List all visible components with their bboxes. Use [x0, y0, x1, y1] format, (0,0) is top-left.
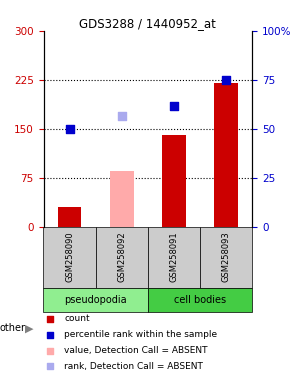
Text: rank, Detection Call = ABSENT: rank, Detection Call = ABSENT: [64, 362, 203, 371]
Bar: [44, 227, 96, 288]
Text: value, Detection Call = ABSENT: value, Detection Call = ABSENT: [64, 346, 208, 355]
Text: other: other: [0, 323, 26, 333]
Text: GSM258093: GSM258093: [222, 232, 231, 283]
Text: cell bodies: cell bodies: [174, 295, 226, 305]
Point: [224, 77, 229, 83]
Point: [202, 0, 207, 2]
Text: pseudopodia: pseudopodia: [64, 295, 127, 305]
Point: [202, 139, 207, 146]
Text: ▶: ▶: [25, 323, 33, 333]
Bar: [44, 288, 148, 311]
Bar: [58, 207, 81, 227]
Point: [67, 126, 72, 132]
Title: GDS3288 / 1440952_at: GDS3288 / 1440952_at: [79, 17, 216, 30]
Point: [202, 283, 207, 290]
Bar: [96, 227, 148, 288]
Point: [119, 113, 124, 119]
Bar: [214, 83, 238, 227]
Text: count: count: [64, 314, 90, 323]
Bar: [110, 171, 134, 227]
Text: GSM258092: GSM258092: [117, 232, 126, 282]
Bar: [148, 227, 200, 288]
Bar: [200, 227, 252, 288]
Bar: [148, 288, 252, 311]
Point: [172, 103, 176, 109]
Bar: [162, 135, 186, 227]
Text: percentile rank within the sample: percentile rank within the sample: [64, 330, 218, 339]
Text: GSM258091: GSM258091: [169, 232, 179, 282]
Text: GSM258090: GSM258090: [65, 232, 74, 282]
